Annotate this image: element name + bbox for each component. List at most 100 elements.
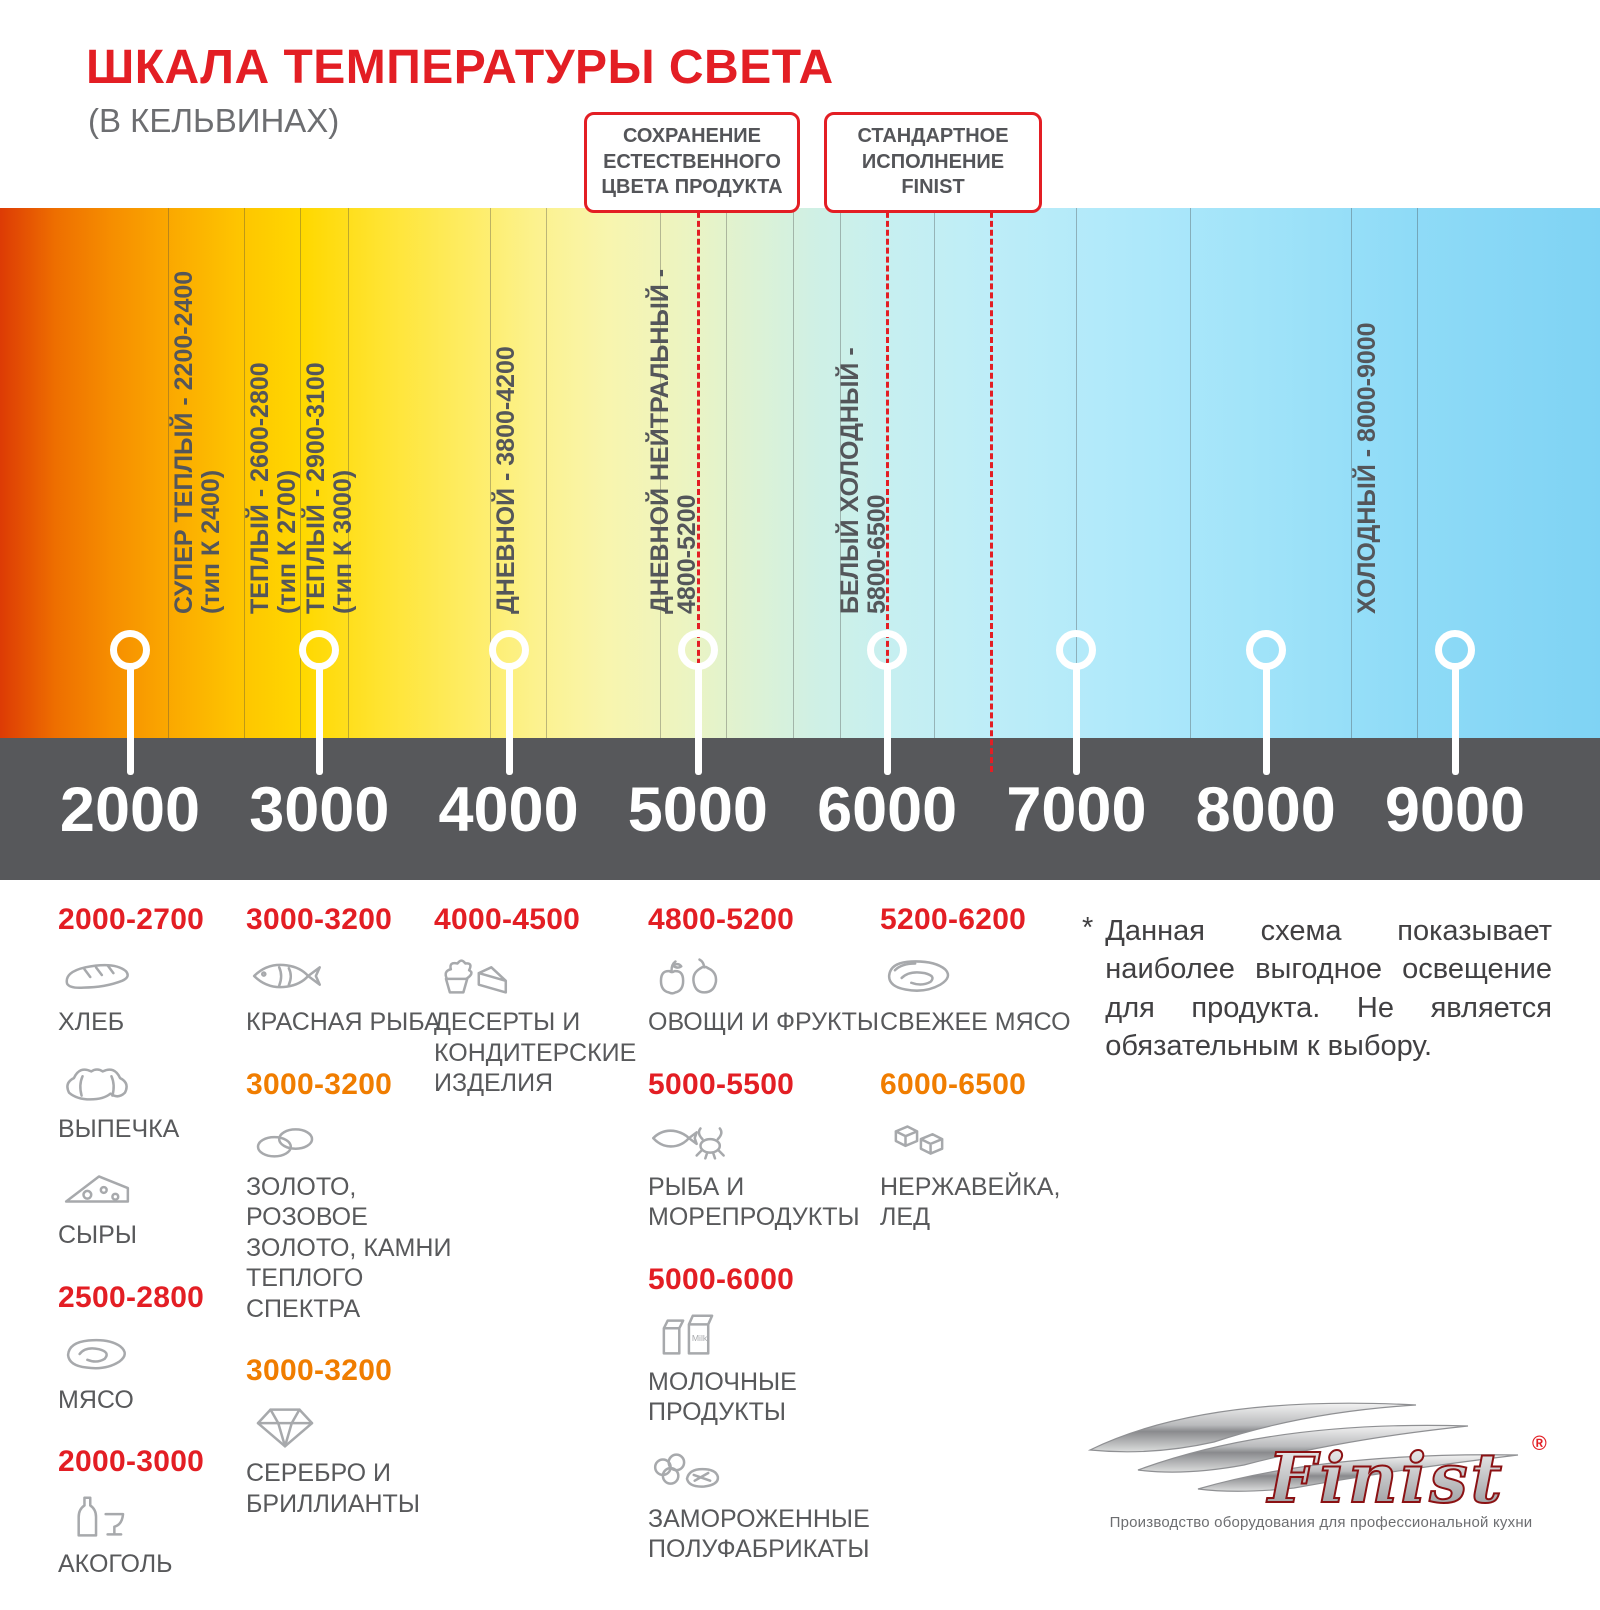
legend-group-4000-4500: 4000-4500 ДЕСЕРТЫ И КОНДИТЕРСКИЕ ИЗДЕЛИЯ: [434, 903, 644, 1099]
zone-label-line1: ХОЛОДНЫЙ - 8000-9000: [1352, 322, 1381, 614]
category-label: АКОГОЛЬ: [58, 1550, 173, 1578]
page-subtitle: (В КЕЛЬВИНАХ): [88, 102, 340, 139]
axis-label-6000: 6000: [817, 775, 958, 845]
category-label: ВЫПЕЧКА: [58, 1114, 180, 1143]
legend-item: СЕРЕБРО И БРИЛЛИАНТЫ: [246, 1400, 461, 1519]
legend-item: ВЫПЕЧКА: [58, 1056, 233, 1145]
legend-group-2000-2700: 2000-2700 ХЛЕБ ВЫПЕЧКА СЫРЫ: [58, 903, 233, 1251]
cheese-icon: [58, 1162, 233, 1216]
category-label: СЕРЕБРО И БРИЛЛИАНТЫ: [246, 1459, 420, 1518]
gridline-5500: [792, 208, 794, 738]
legend-group-3000-3200: 3000-3200 ЗОЛОТО, РОЗОВОЕ ЗОЛОТО, КАМНИ Т…: [246, 1068, 461, 1325]
callout-natural-color: СОХРАНЕНИЕ ЕСТЕСТВЕННОГО ЦВЕТА ПРОДУКТА: [584, 112, 800, 213]
gridline-7000: [1076, 208, 1078, 738]
gridline-8800: [1417, 208, 1419, 738]
gridline-3150: [347, 208, 349, 738]
zone-label-8450: ХОЛОДНЫЙ - 8000-9000: [1352, 322, 1381, 614]
vegetables-icon: [648, 949, 893, 1003]
ice-icon: [880, 1114, 1075, 1168]
legend-item: ОВОЩИ И ФРУКТЫ: [648, 949, 893, 1038]
gridline-6250: [934, 208, 936, 738]
scale-marker-9000: [1435, 630, 1475, 670]
category-label: ОВОЩИ И ФРУКТЫ: [648, 1008, 879, 1036]
legend-group-5000-6000: 5000-6000 Milk МОЛОЧНЫЕ ПРОДУКТЫ ЗАМОРОЖЕНН…: [648, 1263, 893, 1565]
gridline-2200: [167, 208, 169, 738]
gridline-5750: [839, 208, 841, 738]
steak-icon: [880, 949, 1075, 1003]
scale-marker-stem-3000: [316, 667, 324, 775]
zone-label-line2: (тип К 2700): [272, 469, 301, 614]
footnote-marker: *: [1082, 912, 1094, 944]
dairy-icon: Milk: [648, 1309, 893, 1363]
scale-marker-stem-7000: [1073, 667, 1081, 775]
legend-group-2500-2800: 2500-2800 МЯСО: [58, 1281, 233, 1416]
registered-mark: ®: [1532, 1433, 1547, 1455]
scale-marker-stem-9000: [1452, 667, 1459, 775]
legend-group-3000-3200: 3000-3200 СЕРЕБРО И БРИЛЛИАНТЫ: [246, 1354, 461, 1519]
axis-label-8000: 8000: [1195, 775, 1336, 845]
legend-group-4800-5200: 4800-5200 ОВОЩИ И ФРУКТЫ: [648, 903, 893, 1038]
diamond-icon: [246, 1400, 461, 1454]
zone-label-2600: ТЕПЛЫЙ - 2600-2800 (тип К 2700): [245, 362, 301, 614]
scale-marker-8000: [1245, 630, 1286, 670]
range-label: 5000-6000: [648, 1262, 795, 1296]
legend-column-2: 3000-3200 КРАСНАЯ РЫБА 3000-3200 ЗОЛОТО, РО…: [246, 903, 461, 1549]
zone-label-2900: ТЕПЛЫЙ - 2900-3100 (тип К 3000): [302, 362, 357, 614]
range-label: 5200-6200: [880, 903, 1027, 936]
category-label: НЕРЖАВЕЙКА, ЛЕД: [880, 1172, 1061, 1232]
gridline-5150: [726, 208, 728, 738]
finist-wings-logo: Finist ®: [1087, 1402, 1547, 1514]
scale-marker-2000: [110, 630, 150, 670]
zone-label-5870: БЕЛЫЙ ХОЛОДНЫЙ -5800-6500: [836, 347, 891, 614]
category-label: МОЛОЧНЫЕ ПРОДУКТЫ: [648, 1367, 797, 1427]
zone-label-line2: (тип К 2400): [196, 469, 225, 614]
seafood-icon: [648, 1114, 893, 1168]
marker-line-5000: [696, 194, 700, 772]
zone-label-3900: ДНЕВНОЙ - 3800-4200: [491, 346, 520, 614]
legend-item: МЯСО: [58, 1327, 233, 1416]
category-label: ЗОЛОТО, РОЗОВОЕ ЗОЛОТО, КАМНИ ТЕПЛОГО СП…: [246, 1172, 452, 1323]
footnote-text: Данная схема показывает наиболее выгодно…: [1105, 915, 1552, 1062]
range-label: 6000-6500: [880, 1067, 1027, 1101]
legend-group-6000-6500: 6000-6500 НЕРЖАВЕЙКА, ЛЕД: [880, 1068, 1075, 1233]
logo-caption: Производство оборудования для профессион…: [1109, 1514, 1533, 1531]
scale-marker-stem-2000: [127, 667, 134, 775]
axis-label-3000: 3000: [249, 775, 390, 845]
footnote: * Данная схема показывает наиболее выгод…: [1082, 912, 1552, 1065]
scale-marker-7000: [1056, 630, 1097, 670]
category-label: СВЕЖЕЕ МЯСО: [880, 1008, 1071, 1036]
zone-label-line1: ТЕПЛЫЙ - 2600-2800: [245, 362, 274, 614]
axis-label-9000: 9000: [1384, 775, 1526, 845]
meat-icon: [58, 1327, 233, 1381]
legend-item: ЗОЛОТО, РОЗОВОЕ ЗОЛОТО, КАМНИ ТЕПЛОГО СП…: [246, 1114, 461, 1325]
frozen-icon: [648, 1446, 893, 1500]
gridline-2600: [243, 208, 245, 738]
gridline-8450: [1350, 208, 1352, 738]
gridline-4800: [660, 208, 661, 738]
scale-marker-stem-4000: [505, 667, 513, 775]
range-label: 2000-2700: [58, 903, 205, 936]
legend-item: АКОГОЛЬ: [58, 1491, 233, 1580]
legend-item: НЕРЖАВЕЙКА, ЛЕД: [880, 1114, 1075, 1233]
category-label: ДЕСЕРТЫ И КОНДИТЕРСКИЕ ИЗДЕЛИЯ: [434, 1008, 637, 1097]
scale-marker-4000: [488, 630, 529, 670]
range-label: 3000-3200: [246, 903, 393, 936]
wing-shapes: [1087, 1402, 1519, 1492]
scale-marker-5000: [677, 630, 718, 670]
zone-label-line1: ДНЕВНОЙ - 3800-4200: [491, 346, 520, 614]
croissant-icon: [58, 1056, 233, 1110]
category-label: РЫБА И МОРЕПРОДУКТЫ: [648, 1172, 860, 1232]
range-label: 4000-4500: [434, 903, 581, 936]
legend-item: РЫБА И МОРЕПРОДУКТЫ: [648, 1114, 893, 1233]
legend-group-3000-3200: 3000-3200 КРАСНАЯ РЫБА: [246, 903, 461, 1038]
scale-marker-stem-5000: [694, 667, 702, 775]
zone-label-line1: СУПЕР ТЕПЛЫЙ - 2200-2400: [169, 270, 198, 614]
legend-column-3: 4000-4500 ДЕСЕРТЫ И КОНДИТЕРСКИЕ ИЗДЕЛИЯ: [434, 903, 644, 1129]
axis-label-2000: 2000: [59, 775, 201, 845]
svg-text:Milk: Milk: [692, 1332, 708, 1342]
legend-column-1: 2000-2700 ХЛЕБ ВЫПЕЧКА СЫРЫ 2500-2800 МЯСО 200…: [58, 903, 233, 1610]
scale-marker-6000: [867, 630, 908, 670]
legend-group-5000-5500: 5000-5500 РЫБА И МОРЕПРОДУКТЫ: [648, 1068, 893, 1233]
scale-marker-stem-6000: [884, 667, 892, 775]
finist-brand-text: Finist: [1266, 1439, 1505, 1514]
